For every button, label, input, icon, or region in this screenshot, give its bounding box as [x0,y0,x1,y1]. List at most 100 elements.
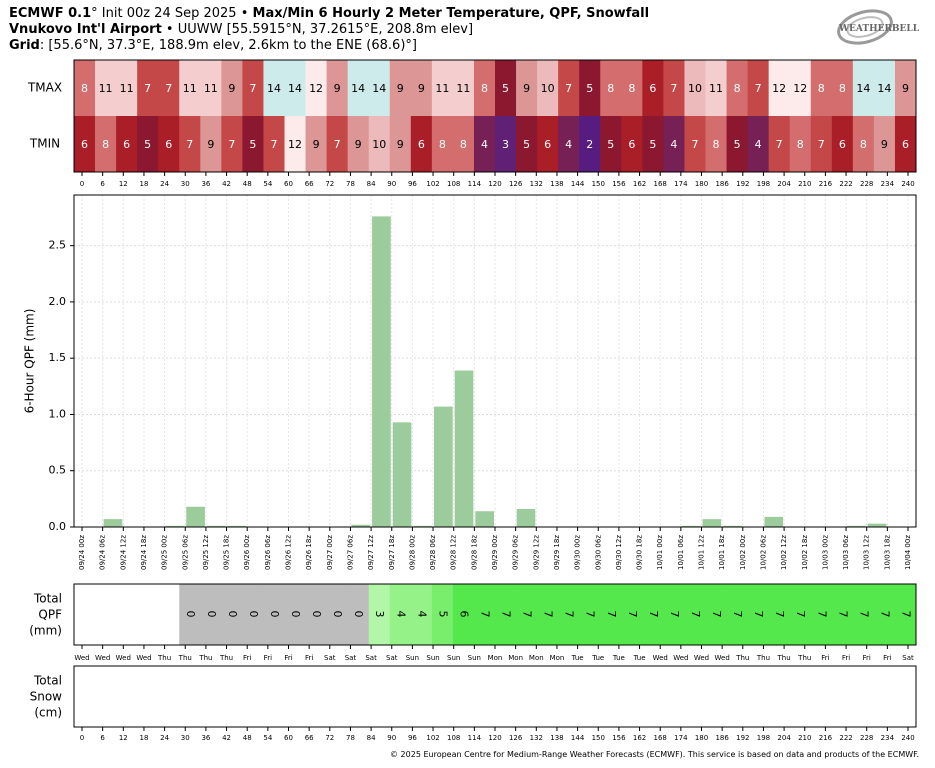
qpf-y-tick-label: 2.0 [49,295,67,308]
total-qpf-day-label: Wed [74,654,89,662]
total-snow-x-tick-label: 234 [881,734,895,742]
total-snow-x-tick-label: 30 [181,734,190,742]
temperature-x-tick-label: 78 [346,180,355,188]
total-qpf-cell [326,584,349,645]
tmin-value: 12 [288,138,302,151]
total-qpf-cell [242,584,264,645]
total-snow-x-tick-label: 228 [860,734,873,742]
total-qpf-day-label: Tue [612,654,625,662]
tmax-cell [221,60,243,116]
model-name: ECMWF 0.1 [9,6,92,21]
tmax-cell [684,60,706,116]
tmax-cell [516,60,538,116]
total-qpf-value: 7 [752,611,765,618]
tmin-cell [158,116,180,172]
tmin-cell [116,116,138,172]
total-snow-label: (cm) [34,706,62,720]
temperature-x-tick-label: 30 [181,180,190,188]
tmax-value: 14 [288,82,302,95]
tmin-value: 7 [334,138,341,151]
station-name: Vnukovo Int'l Airport [9,22,162,37]
total-qpf-day-label: Sat [324,654,336,662]
total-snow-x-tick-label: 54 [263,734,272,742]
tmin-cell [452,116,475,172]
tmax-cell [200,60,222,116]
temperature-x-tick-label: 180 [695,180,708,188]
tmax-cell [368,60,391,116]
tmax-value: 14 [877,82,891,95]
qpf-bar [681,525,701,527]
total-qpf-cell [747,584,770,645]
tmax-value: 8 [628,82,635,95]
tmin-cell [726,116,748,172]
tmin-cell [305,116,327,172]
total-qpf-value: 7 [731,611,744,618]
total-qpf-value: 0 [352,611,365,618]
tmax-cell [473,60,496,116]
total-qpf-day-label: Fri [842,654,850,662]
tmax-value: 6 [649,82,656,95]
tmax-value: 8 [607,82,614,95]
qpf-x-tick-label: 09/27 12z [367,535,375,570]
qpf-x-tick-label: 09/24 12z [119,535,127,570]
tmax-value: 10 [541,82,555,95]
tmax-value: 11 [709,82,723,95]
total-snow-x-tick-label: 120 [488,734,501,742]
tmin-value: 7 [691,138,698,151]
total-qpf-value: 7 [689,611,702,618]
qpf-x-tick-label: 09/26 00z [243,535,251,570]
tmin-cell [179,116,201,172]
total-snow-x-tick-label: 180 [695,734,708,742]
tmin-cell [663,116,685,172]
total-qpf-cell [831,584,854,645]
total-snow-x-tick-label: 222 [839,734,852,742]
tmin-cell [473,116,496,172]
total-qpf-value: 4 [415,611,428,618]
tmin-value: 6 [839,138,846,151]
tmin-value: 7 [186,138,193,151]
total-qpf-day-label: Thu [219,654,233,662]
tmax-cell [74,60,96,116]
tmin-cell [368,116,391,172]
total-qpf-day-label: Thu [735,654,749,662]
tmax-cell [495,60,517,116]
total-qpf-day-label: Wed [95,654,110,662]
tmin-cell [495,116,517,172]
tmin-value: 5 [607,138,614,151]
total-snow-x-tick-label: 12 [119,734,128,742]
total-qpf-cell [495,584,517,645]
tmin-cell [410,116,433,172]
total-snow-label: Total [33,674,62,688]
tmax-cell [558,60,580,116]
tmax-cell [663,60,685,116]
tmin-cell [242,116,264,172]
tmin-cell [831,116,854,172]
qpf-x-tick-label: 09/25 06z [181,535,189,570]
tmin-cell [789,116,812,172]
total-qpf-value: 7 [857,611,870,618]
temperature-x-tick-label: 216 [819,180,833,188]
init-time: ° Init 00z 24 Sep 2025 [91,6,237,21]
total-qpf-day-label: Sat [902,654,914,662]
total-qpf-day-label: Fri [305,654,313,662]
tmin-cell [95,116,117,172]
qpf-x-tick-label: 09/24 00z [78,535,86,570]
total-snow-x-tick-label: 144 [571,734,585,742]
qpf-bar [392,422,412,527]
tmax-value: 10 [688,82,702,95]
qpf-x-tick-label: 09/27 06z [346,535,354,570]
tmin-cell [894,116,917,172]
tmax-value: 11 [120,82,134,95]
temperature-x-tick-label: 198 [757,180,770,188]
tmax-value: 14 [372,82,386,95]
total-qpf-cell [74,584,96,645]
temperature-x-tick-label: 186 [715,180,729,188]
total-qpf-value: 0 [226,611,239,618]
total-qpf-value: 7 [542,611,555,618]
total-snow-x-tick-label: 198 [757,734,770,742]
tmin-value: 8 [713,138,720,151]
total-qpf-day-label: Wed [694,654,709,662]
temperature-x-tick-label: 138 [550,180,563,188]
tmin-cell [558,116,580,172]
tmax-value: 14 [351,82,365,95]
